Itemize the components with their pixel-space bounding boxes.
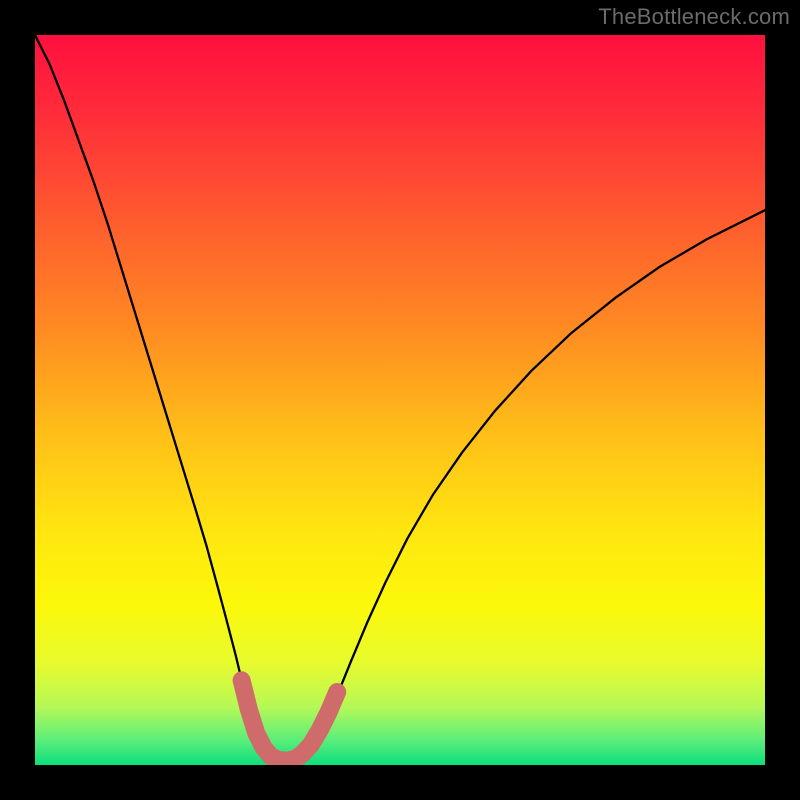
chart-frame: TheBottleneck.com bbox=[0, 0, 800, 800]
watermark-text: TheBottleneck.com bbox=[598, 4, 790, 30]
plot-svg bbox=[35, 35, 765, 765]
plot-background bbox=[35, 35, 765, 765]
plot-area bbox=[35, 35, 765, 765]
